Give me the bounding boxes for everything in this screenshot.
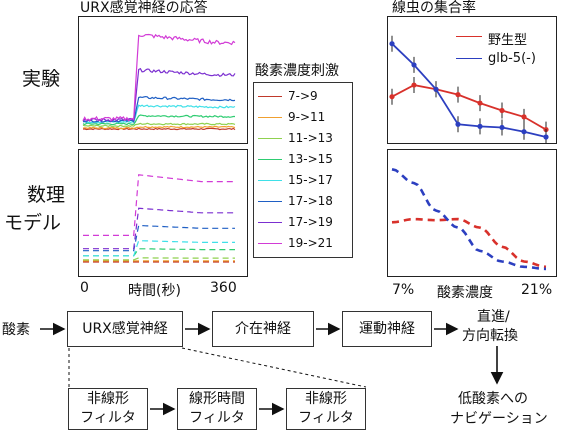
time-axis-end: 360 (210, 280, 237, 296)
stim-legend-label: 17->18 (288, 194, 333, 208)
urx-trace (82, 125, 236, 130)
stim-legend-line (258, 222, 282, 223)
aggregation-point (521, 114, 527, 120)
urx-model-chart (83, 174, 235, 263)
outcome-label-1: 低酸素への (458, 391, 528, 407)
stim-legend-label: 19->21 (288, 236, 333, 250)
stim-legend-line (258, 138, 282, 139)
urx-model-panel (78, 149, 248, 277)
stim-legend-label: 15->17 (288, 173, 333, 187)
stim-legend-label: 7->9 (288, 89, 318, 103)
aggregation-title: 線虫の集合率 (392, 0, 476, 16)
urx-trace (83, 257, 235, 261)
stim-legend-label: 11->13 (288, 131, 333, 145)
aggregation-point (499, 107, 505, 114)
behavior-label-1: 直進/ (477, 309, 510, 325)
stim-legend-line (258, 117, 282, 118)
nonlinear-filter-2-line2: フィルタ (298, 410, 354, 426)
linear-temporal-filter-line1: 線形時間 (189, 391, 245, 407)
urx-trace (83, 207, 235, 250)
urx-experiment-panel (78, 16, 248, 144)
behavior-label-2: 方向転換 (462, 328, 518, 344)
strain-legend-line (456, 36, 482, 37)
nonlinear-filter-1-line1: 非線形 (86, 391, 129, 407)
aggregation-point (455, 92, 461, 98)
aggregation-point (411, 82, 417, 88)
urx-trace (83, 174, 235, 237)
urx-trace (82, 114, 235, 126)
aggregation-point (411, 62, 417, 68)
strain-legend-label: glb-5(-) (488, 51, 536, 66)
nonlinear-filter-2-box: 非線形 フィルタ (286, 388, 366, 430)
aggregation-trace (391, 84, 547, 131)
time-axis-start: 0 (80, 280, 89, 296)
aggregation-experiment-chart (389, 35, 549, 143)
row-label-model-1: 数理 (27, 184, 66, 206)
linear-temporal-filter-line2: フィルタ (189, 410, 245, 426)
stim-legend-line (258, 243, 282, 244)
aggregation-model-chart (391, 168, 547, 271)
urx-trace (83, 240, 235, 257)
urx-response-title: URX感覚神経の応答 (80, 0, 208, 16)
urx-trace (82, 127, 236, 131)
interneuron-box: 介在神経 (212, 311, 314, 347)
strain-legend-label: 野生型 (488, 33, 528, 48)
urx-trace (82, 104, 236, 124)
aggregation-trace (391, 43, 547, 138)
urx-trace (83, 248, 235, 257)
aggregation-model-panel (387, 149, 557, 277)
aggregation-point (521, 129, 527, 135)
outcome-label-2: ナビゲーション (450, 411, 548, 427)
stim-legend-label: 9->11 (288, 110, 326, 124)
stim-legend-label: 13->15 (288, 152, 333, 166)
aggregation-point (499, 124, 505, 131)
aggregation-model-trace (391, 168, 547, 271)
aggregation-point (455, 121, 461, 127)
urx-trace (82, 95, 236, 124)
urx-trace (82, 122, 236, 128)
dashed-connector-right (181, 347, 367, 388)
time-axis-label: 時間(秒) (128, 283, 181, 299)
nonlinear-filter-1-box: 非線形 フィルタ (68, 388, 148, 430)
motor-neuron-box: 運動神経 (342, 311, 432, 347)
stim-legend-label: 17->19 (288, 215, 333, 229)
urx-neuron-box: URX感覚神経 (67, 311, 183, 347)
stim-legend: 7->9 9->11 11->13 13->15 15->17 17->18 1… (253, 82, 353, 258)
o2-axis-start: 7% (392, 282, 415, 298)
stim-legend-title: 酸素濃度刺激 (255, 63, 339, 79)
aggregation-point (477, 100, 483, 106)
aggregation-experiment-panel: 野生型 glb-5(-) (387, 16, 557, 144)
stim-legend-line (258, 96, 282, 97)
urx-trace (82, 33, 236, 122)
stim-legend-line (258, 201, 282, 202)
strain-legend: 野生型 glb-5(-) (450, 25, 554, 73)
aggregation-point (389, 94, 395, 100)
flow-input-oxygen: 酸素 (2, 322, 30, 338)
urx-experiment-chart (82, 33, 236, 131)
urx-trace (83, 224, 235, 252)
row-label-model-2: モデル (4, 212, 62, 234)
nonlinear-filter-1-line2: フィルタ (80, 410, 136, 426)
stim-legend-line (258, 159, 282, 160)
aggregation-point (389, 41, 395, 47)
nonlinear-filter-2-line1: 非線形 (304, 391, 347, 407)
aggregation-model-trace (391, 217, 547, 269)
o2-axis-end: 21% (521, 282, 553, 298)
stim-legend-line (258, 180, 282, 181)
urx-trace (82, 67, 236, 122)
strain-legend-line (456, 58, 482, 59)
aggregation-point (543, 134, 549, 140)
aggregation-point (477, 123, 483, 129)
row-label-experiment: 実験 (22, 68, 61, 90)
aggregation-point (433, 86, 439, 92)
o2-axis-label: 酸素濃度 (437, 285, 493, 301)
linear-temporal-filter-box: 線形時間 フィルタ (177, 388, 257, 430)
